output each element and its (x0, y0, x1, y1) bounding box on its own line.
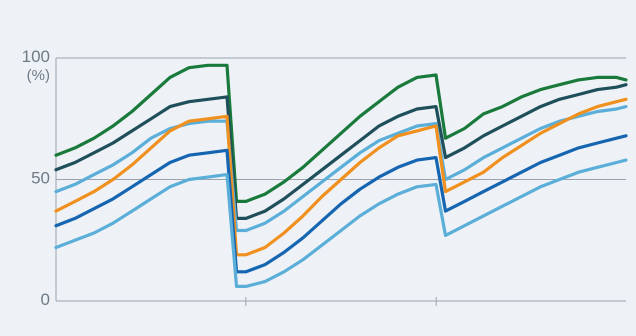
axes (55, 58, 626, 306)
series-line-5 (54, 134, 628, 274)
y-tick-label-0: 0 (41, 290, 50, 309)
tick-labels: 100(%) 50 0 (22, 47, 50, 309)
y-tick-label-100: 100 (22, 47, 50, 66)
series-line-3 (54, 104, 628, 233)
series-line-2 (54, 83, 628, 220)
series-line-6 (54, 158, 628, 288)
y-tick-label-50: 50 (31, 169, 50, 188)
series-lines (54, 63, 628, 288)
series-line-1 (54, 63, 628, 203)
y-axis-unit-label: (%) (27, 67, 50, 84)
series-line-4 (54, 97, 628, 257)
